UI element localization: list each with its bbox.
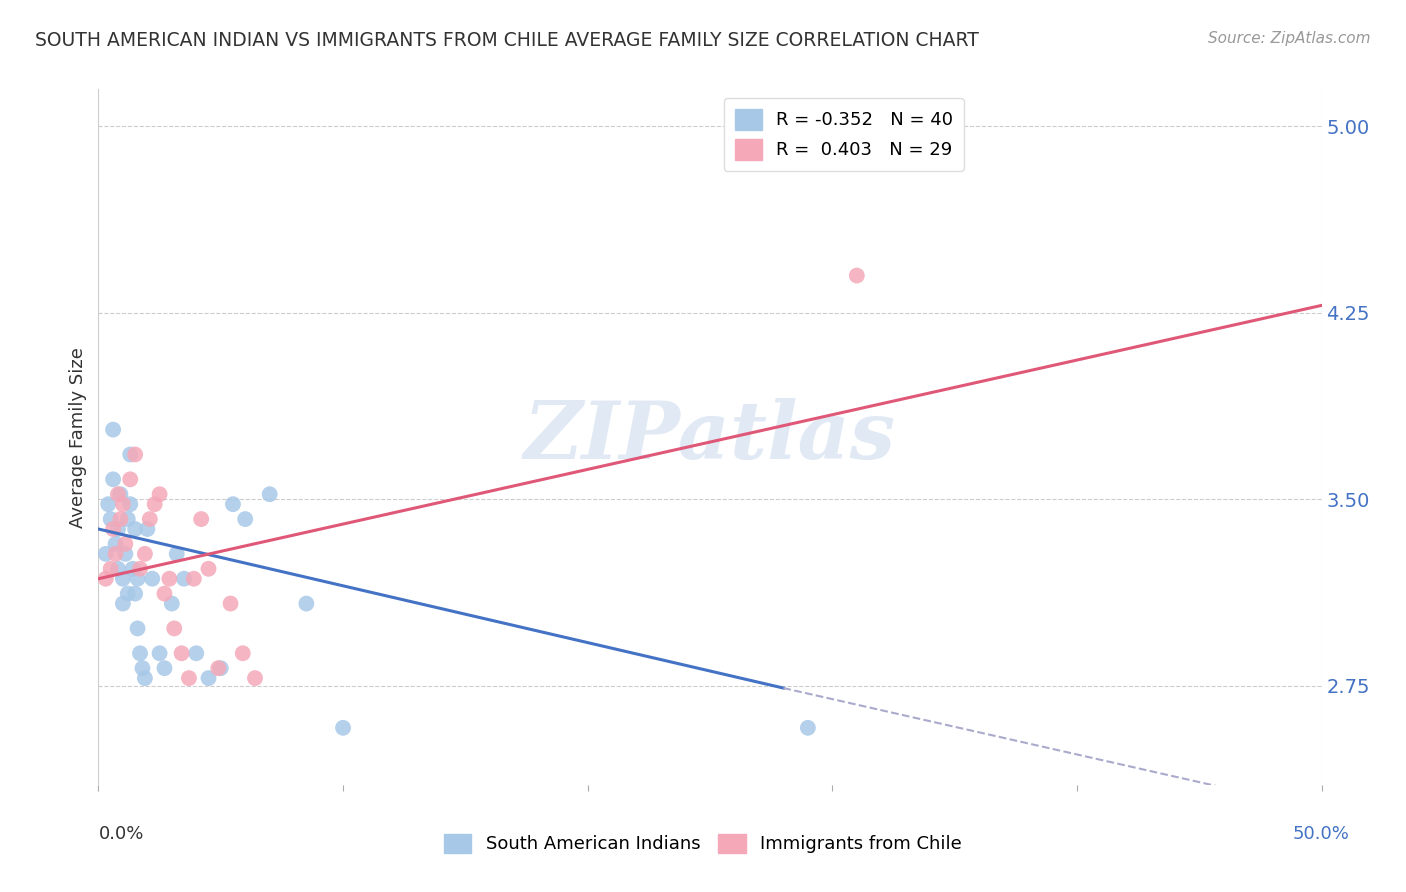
Point (110, 487, 132, 501)
Point (124, 587, 146, 601)
Point (134, 547, 156, 561)
Point (121, 562, 143, 576)
Point (233, 512, 256, 526)
Point (332, 721, 354, 735)
Point (170, 646, 193, 660)
Point (94, 547, 117, 561)
Point (232, 646, 254, 660)
Point (120, 472, 142, 486)
Point (107, 562, 129, 576)
Legend: R = -0.352   N = 40, R =  0.403   N = 29: R = -0.352 N = 40, R = 0.403 N = 29 (724, 98, 965, 170)
Point (845, 268, 868, 283)
Point (101, 423, 124, 437)
Point (114, 547, 136, 561)
Point (104, 537, 127, 551)
Point (124, 447, 146, 462)
Point (136, 522, 159, 536)
Point (111, 597, 134, 611)
Text: SOUTH AMERICAN INDIAN VS IMMIGRANTS FROM CHILE AVERAGE FAMILY SIZE CORRELATION C: SOUTH AMERICAN INDIAN VS IMMIGRANTS FROM… (35, 31, 979, 50)
Point (259, 487, 281, 501)
Y-axis label: Average Family Size: Average Family Size (69, 347, 87, 527)
Point (160, 597, 183, 611)
Point (101, 522, 124, 536)
Point (139, 512, 162, 526)
Point (129, 562, 152, 576)
Point (190, 512, 212, 526)
Point (153, 661, 176, 675)
Point (104, 547, 127, 561)
Point (186, 646, 208, 660)
Point (222, 497, 245, 511)
Point (797, 721, 820, 735)
Point (219, 597, 242, 611)
Point (101, 472, 124, 486)
Point (163, 621, 186, 635)
Point (100, 512, 122, 526)
Point (110, 512, 132, 526)
Text: ZIPatlas: ZIPatlas (524, 399, 896, 475)
Point (111, 572, 134, 586)
Point (243, 671, 266, 685)
Point (177, 671, 200, 685)
Point (127, 572, 149, 586)
Point (207, 661, 229, 675)
Point (173, 572, 195, 586)
Point (134, 671, 156, 685)
Point (295, 597, 318, 611)
Point (124, 522, 146, 536)
Point (1017, 790, 1039, 805)
Point (107, 487, 129, 501)
Point (111, 497, 134, 511)
Legend: South American Indians, Immigrants from Chile: South American Indians, Immigrants from … (437, 827, 969, 861)
Point (131, 661, 153, 675)
Point (100, 562, 122, 576)
Point (107, 522, 129, 536)
Point (197, 671, 219, 685)
Point (166, 547, 188, 561)
Point (149, 487, 172, 501)
Point (157, 572, 180, 586)
Point (127, 621, 149, 635)
Point (114, 537, 136, 551)
Point (183, 572, 205, 586)
Point (209, 661, 232, 675)
Point (153, 587, 176, 601)
Point (141, 572, 163, 586)
Point (197, 562, 219, 576)
Point (149, 646, 172, 660)
Point (97, 497, 120, 511)
Point (120, 497, 142, 511)
Point (117, 512, 139, 526)
Point (94, 572, 117, 586)
Text: Source: ZipAtlas.com: Source: ZipAtlas.com (1208, 31, 1371, 46)
Point (117, 587, 139, 601)
Text: 50.0%: 50.0% (1294, 825, 1350, 843)
Point (129, 646, 152, 660)
Text: 0.0%: 0.0% (98, 825, 143, 843)
Point (143, 497, 166, 511)
Point (120, 447, 142, 462)
